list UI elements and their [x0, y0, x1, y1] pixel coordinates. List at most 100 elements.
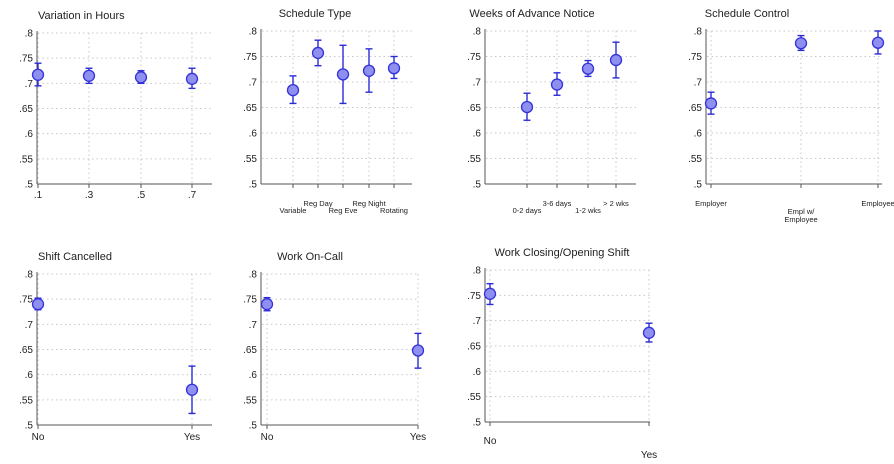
y-tick-label: .6 — [249, 370, 258, 381]
y-tick-label: .8 — [249, 27, 258, 38]
y-tick-label: .7 — [473, 78, 482, 89]
x-tick-label: Rotating — [380, 206, 408, 215]
y-tick-label: .7 — [694, 78, 703, 89]
y-tick-label: .75 — [243, 295, 257, 306]
y-tick-label: .6 — [249, 129, 258, 140]
y-tick-label: .65 — [243, 103, 257, 114]
panel-title: Shift Cancelled — [38, 251, 112, 263]
data-point — [581, 62, 595, 75]
panel-5: Shift Cancelled .5 .55 .6 .65 .7 .75 .8 No Yes — [19, 251, 212, 443]
data-point — [362, 64, 376, 77]
data-point — [286, 84, 300, 97]
x-tick-label: Empl w/ — [788, 207, 816, 216]
y-tick-label: .75 — [19, 295, 33, 306]
x-tick-label: 3-6 days — [543, 199, 572, 208]
y-tick-label: .65 — [688, 103, 702, 114]
data-point — [642, 326, 656, 339]
y-tick-label: .55 — [688, 154, 702, 165]
x-tick-label: .1 — [34, 190, 43, 201]
data-point — [871, 36, 885, 49]
y-tick-label: .65 — [467, 342, 481, 353]
y-tick-label: .7 — [25, 320, 34, 331]
y-tick-label: .75 — [467, 291, 481, 302]
y-tick-label: .65 — [467, 103, 481, 114]
y-tick-label: .8 — [473, 266, 482, 277]
y-tick-label: .65 — [19, 104, 33, 115]
x-tick-label: Yes — [410, 432, 426, 443]
y-tick-label: .8 — [473, 27, 482, 38]
y-tick-label: .8 — [25, 270, 34, 281]
y-tick-label: .55 — [19, 395, 33, 406]
data-point — [31, 298, 45, 311]
data-point — [185, 383, 199, 396]
y-tick-label: .8 — [694, 27, 703, 38]
x-tick-label: Reg Eve — [329, 206, 358, 215]
x-tick-label: No — [32, 432, 45, 443]
panel-title: Work On-Call — [277, 251, 343, 263]
y-tick-label: .5 — [25, 180, 34, 191]
data-point — [311, 46, 325, 60]
y-tick-label: .75 — [19, 54, 33, 65]
panel-3: Weeks of Advance Notice .5 .55 .6 .65 .7 .75 .8… — [467, 8, 636, 215]
x-tick-label: 0-2 days — [513, 206, 542, 215]
y-tick-label: .6 — [25, 370, 34, 381]
y-tick-label: .5 — [249, 421, 258, 432]
y-tick-label: .7 — [249, 320, 258, 331]
x-tick-label: Employee — [784, 215, 817, 224]
x-tick-label: No — [484, 436, 497, 447]
y-tick-label: .65 — [243, 345, 257, 356]
data-point — [82, 69, 96, 82]
y-tick-label: .8 — [249, 270, 258, 281]
y-tick-label: .6 — [694, 129, 703, 140]
x-tick-label: Employee — [861, 199, 894, 208]
y-tick-label: .6 — [473, 367, 482, 378]
y-tick-label: .5 — [25, 421, 34, 432]
y-tick-label: .7 — [473, 316, 482, 327]
y-tick-label: .6 — [473, 129, 482, 140]
data-point — [483, 287, 497, 300]
y-tick-label: .8 — [25, 29, 34, 40]
x-tick-label: Variable — [280, 206, 307, 215]
panel-title: Schedule Control — [705, 8, 789, 20]
y-tick-label: .55 — [243, 395, 257, 406]
panel-6: Work On-Call .5 .55 .6 .65 .7 .75 .8 No Yes — [243, 251, 426, 443]
panel-4: Schedule Control .5 .55 .6 .65 .7 .75 .8 Employe… — [688, 8, 894, 224]
x-tick-label: Reg Day — [303, 199, 332, 208]
panel-title: Work Closing/Opening Shift — [495, 247, 630, 259]
x-tick-label: Yes — [184, 432, 200, 443]
y-tick-label: .6 — [25, 129, 34, 140]
y-tick-label: .7 — [249, 78, 258, 89]
x-tick-label: .3 — [85, 190, 94, 201]
data-point — [704, 97, 718, 110]
y-tick-label: .5 — [473, 418, 482, 429]
y-tick-label: .55 — [467, 392, 481, 403]
panel-title: Schedule Type — [279, 8, 352, 20]
data-point — [794, 37, 808, 50]
data-point — [134, 71, 148, 84]
panel-2: Schedule Type.5.55.6.65.7.75.8VariableRe… — [243, 8, 412, 215]
y-tick-label: .55 — [467, 154, 481, 165]
data-point — [260, 298, 274, 311]
y-tick-label: .75 — [243, 52, 257, 63]
x-tick-label: Reg Night — [352, 199, 386, 208]
x-tick-label: No — [261, 432, 274, 443]
panel-title: Variation in Hours — [38, 10, 125, 22]
y-tick-label: .5 — [249, 180, 258, 191]
data-point — [550, 78, 564, 91]
panel-7: Work Closing/Opening Shift .5 .55 .6 .65 .7 .7… — [467, 247, 657, 461]
data-point — [336, 68, 350, 81]
x-tick-label: Yes — [641, 450, 657, 461]
data-point — [609, 53, 623, 67]
y-tick-label: .7 — [25, 79, 34, 90]
panel-1: Variation in Hours .5 .55 .6 .65 .7 .75 .8 .1 .3.… — [19, 10, 212, 201]
x-tick-label: > 2 wks — [603, 199, 629, 208]
data-point — [31, 68, 45, 81]
x-tick-label: 1-2 wks — [575, 206, 601, 215]
data-point — [411, 344, 425, 357]
x-tick-label: .7 — [188, 190, 197, 201]
y-tick-label: .55 — [19, 154, 33, 165]
panel-title: Weeks of Advance Notice — [469, 8, 594, 20]
y-tick-label: .5 — [473, 180, 482, 191]
y-tick-label: .5 — [694, 180, 703, 191]
